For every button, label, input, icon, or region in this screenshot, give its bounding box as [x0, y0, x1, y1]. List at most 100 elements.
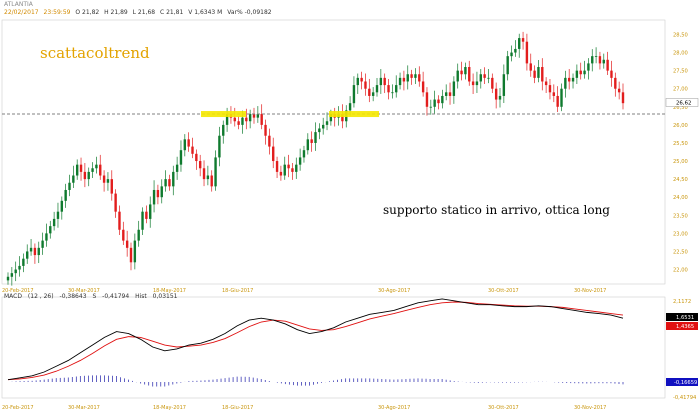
- macd-hist-label: Hist: [135, 293, 147, 300]
- candle-body: [64, 189, 67, 201]
- candle-body: [295, 164, 298, 172]
- candle-body: [206, 175, 210, 180]
- candle-body: [37, 247, 40, 256]
- candle-body: [256, 114, 260, 118]
- x-tick-label: 30-Nov-2017: [574, 405, 606, 411]
- symbol-title: ATLANTIA: [4, 1, 33, 8]
- candle-body: [379, 77, 383, 86]
- x-tick-label: 30-Ago-2017: [378, 288, 410, 294]
- candle-body: [418, 74, 421, 82]
- candle-body: [95, 164, 98, 169]
- x-tick-label: 18-Giu-2017: [222, 405, 253, 411]
- candle-body: [429, 106, 433, 108]
- candle-body: [348, 103, 352, 111]
- candle-body: [610, 70, 613, 78]
- candle-body: [452, 81, 456, 96]
- signal-value-box: [666, 322, 698, 330]
- candle-body: [141, 211, 144, 230]
- candle-body: [437, 99, 440, 104]
- candle-body: [22, 258, 25, 266]
- candle-body: [494, 88, 498, 100]
- candle-body: [371, 92, 375, 96]
- x-tick-label: 18-Giu-2017: [222, 288, 253, 294]
- candle-body: [191, 146, 194, 154]
- support-highlight-zone: [201, 111, 246, 118]
- candle-body: [152, 189, 156, 205]
- candle-body: [475, 81, 479, 86]
- histogram-value-label: -0,16659: [674, 380, 697, 386]
- x-tick-label: 30-Ott-2017: [488, 288, 519, 294]
- candle-body: [498, 95, 502, 100]
- candle-body: [318, 128, 321, 133]
- candle-body: [433, 99, 436, 107]
- candle-body: [598, 56, 602, 64]
- candle-body: [310, 139, 313, 143]
- header-date: 22/02/2017: [4, 9, 39, 16]
- candle-body: [298, 157, 302, 165]
- candle-body: [160, 186, 163, 198]
- header-volume: V 1,6343 M: [188, 9, 223, 16]
- candle-body: [341, 114, 344, 122]
- macd-params: (12 , 26): [27, 293, 54, 300]
- candle-body: [321, 124, 325, 129]
- candle-body: [441, 95, 444, 104]
- header-close: C 21,81: [160, 9, 184, 16]
- candle-body: [252, 114, 256, 118]
- y-tick-label: 23,00: [673, 231, 688, 237]
- candle-body: [398, 77, 402, 86]
- candle-body: [360, 77, 363, 82]
- macd-y-tick-label: -0,41794: [673, 395, 697, 401]
- candle-body: [591, 56, 594, 64]
- ohlc-header: 22/02/2017 23:59:59 O 21,82 H 21,89 L 21…: [4, 9, 275, 17]
- macd-value: -0,38643: [59, 293, 87, 300]
- candle-body: [594, 56, 598, 57]
- macd-header: MACD (12 , 26) -0,38643 S -0,41794 Hist …: [4, 293, 181, 300]
- candle-body: [245, 117, 248, 122]
- candle-body: [272, 146, 275, 162]
- candle-body: [106, 179, 110, 183]
- candle-body: [448, 92, 452, 96]
- candle-body: [421, 81, 425, 93]
- macd-y-tick-label: 2,1172: [673, 299, 691, 305]
- y-tick-label: 26,50: [673, 105, 688, 111]
- candle-body: [529, 63, 532, 71]
- candle-body: [283, 164, 286, 176]
- candle-body: [479, 74, 482, 82]
- candle-body: [91, 168, 94, 172]
- candle-body: [548, 85, 552, 93]
- candle-body: [33, 247, 37, 256]
- candle-body: [18, 265, 21, 270]
- candle-body: [329, 114, 333, 122]
- x-tick-label: 30-Ago-2017: [378, 405, 410, 411]
- candle-body: [175, 164, 179, 172]
- macd-line: [7, 298, 624, 381]
- macd-name: MACD: [4, 293, 22, 300]
- macd-plot-frame: [1, 296, 666, 399]
- candle-body: [491, 77, 494, 89]
- candle-body: [264, 124, 267, 136]
- signal-line: [7, 301, 624, 381]
- candle-body: [29, 247, 33, 252]
- candle-body: [60, 200, 64, 212]
- candle-body: [75, 164, 79, 176]
- candle-body: [464, 67, 467, 75]
- y-tick-label: 24,50: [673, 177, 688, 183]
- x-tick-label: 30-Ott-2017: [488, 405, 519, 411]
- macd-signal-label: S: [92, 293, 97, 300]
- candle-body: [575, 70, 579, 78]
- y-tick-label: 25,50: [673, 141, 688, 147]
- candle-body: [83, 171, 87, 180]
- candle-body: [87, 171, 90, 180]
- candle-body: [125, 240, 129, 248]
- candle-body: [164, 179, 167, 187]
- candle-body: [514, 48, 517, 53]
- candle-body: [79, 164, 83, 172]
- candle-body: [214, 157, 217, 187]
- candle-body: [275, 161, 279, 172]
- candle-body: [414, 74, 417, 78]
- candle-body: [391, 92, 394, 94]
- candle-body: [471, 81, 475, 86]
- candle-body: [571, 77, 575, 82]
